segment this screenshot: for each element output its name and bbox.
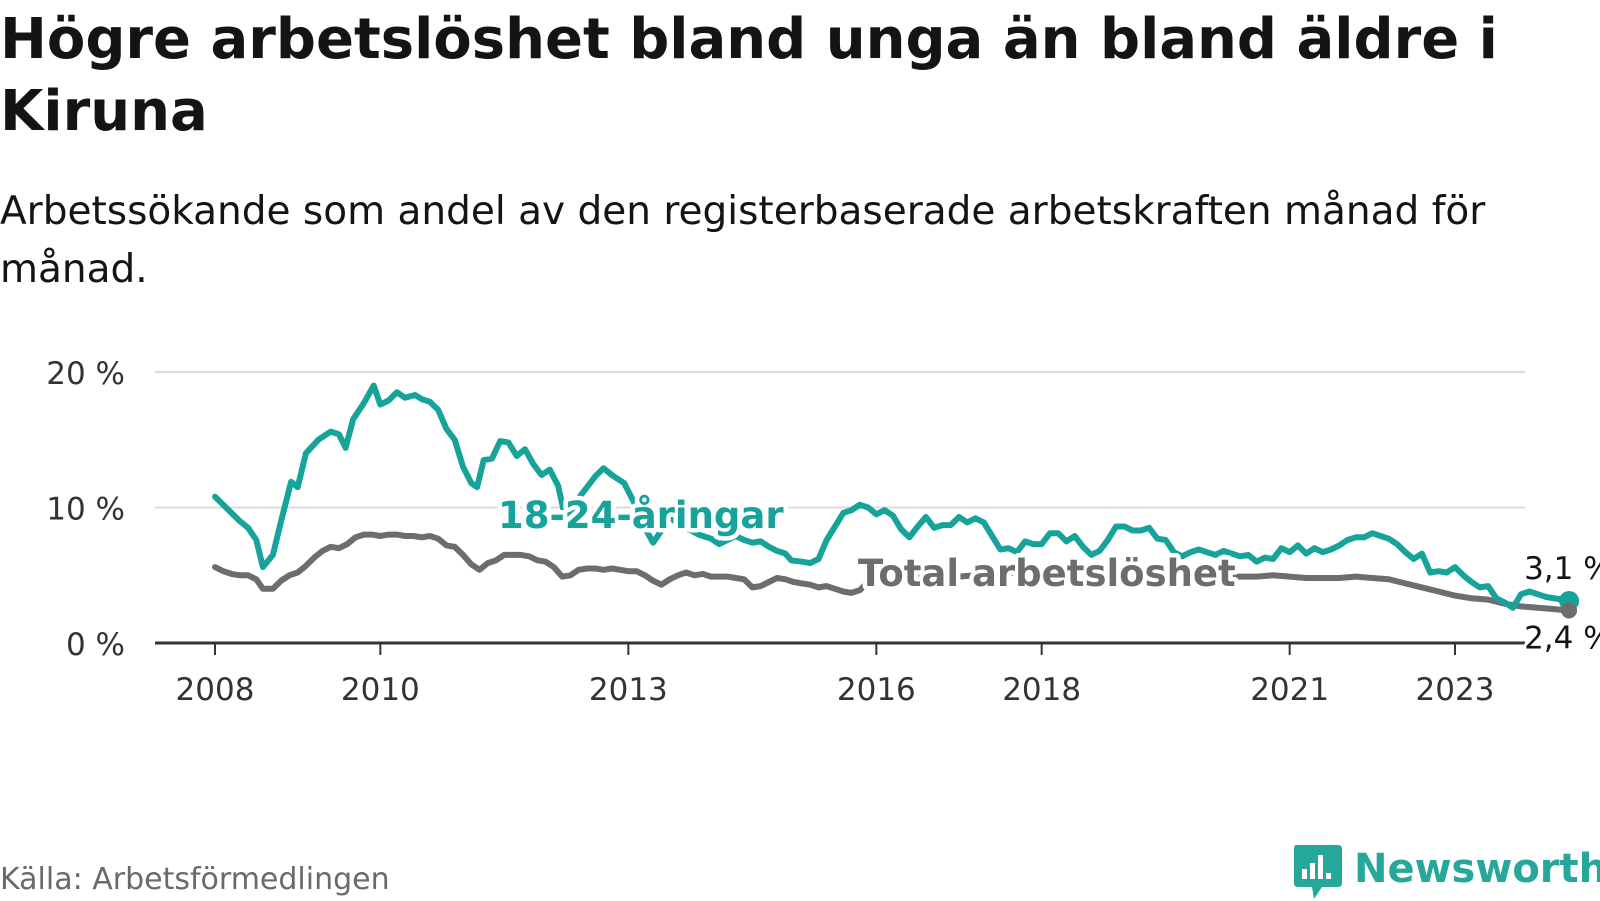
end-point-total <box>1561 602 1578 619</box>
labels: 3,1 % 2,4 % 18-24-åringar Total arbetslöshe… <box>494 490 1600 660</box>
series-label-total: Total arbetslöshet <box>858 552 1236 595</box>
series-line-total <box>212 531 1573 614</box>
chart-subtitle: Arbetssökande som andel av den registerb… <box>0 189 1486 292</box>
brand-logo: Newsworthy <box>1292 843 1600 901</box>
source-note: Källa: Arbetsförmedlingen <box>0 862 390 897</box>
series-label-youth: 18-24-åringar <box>498 494 784 537</box>
x-tick-label: 2013 <box>589 672 668 708</box>
axes: 0 % 10 % 20 % 2008 2010 2013 2016 2018 2021 2023 <box>46 356 1525 708</box>
y-tick-label: 20 % <box>46 356 125 392</box>
y-tick-label: 10 % <box>46 492 125 528</box>
series <box>212 382 1573 614</box>
x-tick-label: 2018 <box>1002 672 1081 708</box>
series-line-youth <box>212 382 1573 611</box>
brand-name: Newsworthy <box>1354 846 1600 892</box>
end-label-total: 2,4 % <box>1524 620 1600 656</box>
end-label-youth: 3,1 % <box>1524 551 1600 587</box>
x-tick-label: 2023 <box>1416 672 1495 708</box>
grid-lines <box>155 371 1525 509</box>
x-tick-label: 2016 <box>837 672 916 708</box>
x-tick-label: 2010 <box>341 672 420 708</box>
chart-title: Högre arbetslöshet bland unga än bland ä… <box>0 7 1498 144</box>
x-tick-label: 2008 <box>176 672 255 708</box>
y-tick-label: 0 % <box>66 627 125 663</box>
newsworthy-logo-icon <box>1294 845 1342 899</box>
line-chart: 0 %10 %20 %2008 2010 2013 2016 2018 2021 2023 … <box>46 356 1600 708</box>
x-tick-label: 2021 <box>1250 672 1329 708</box>
